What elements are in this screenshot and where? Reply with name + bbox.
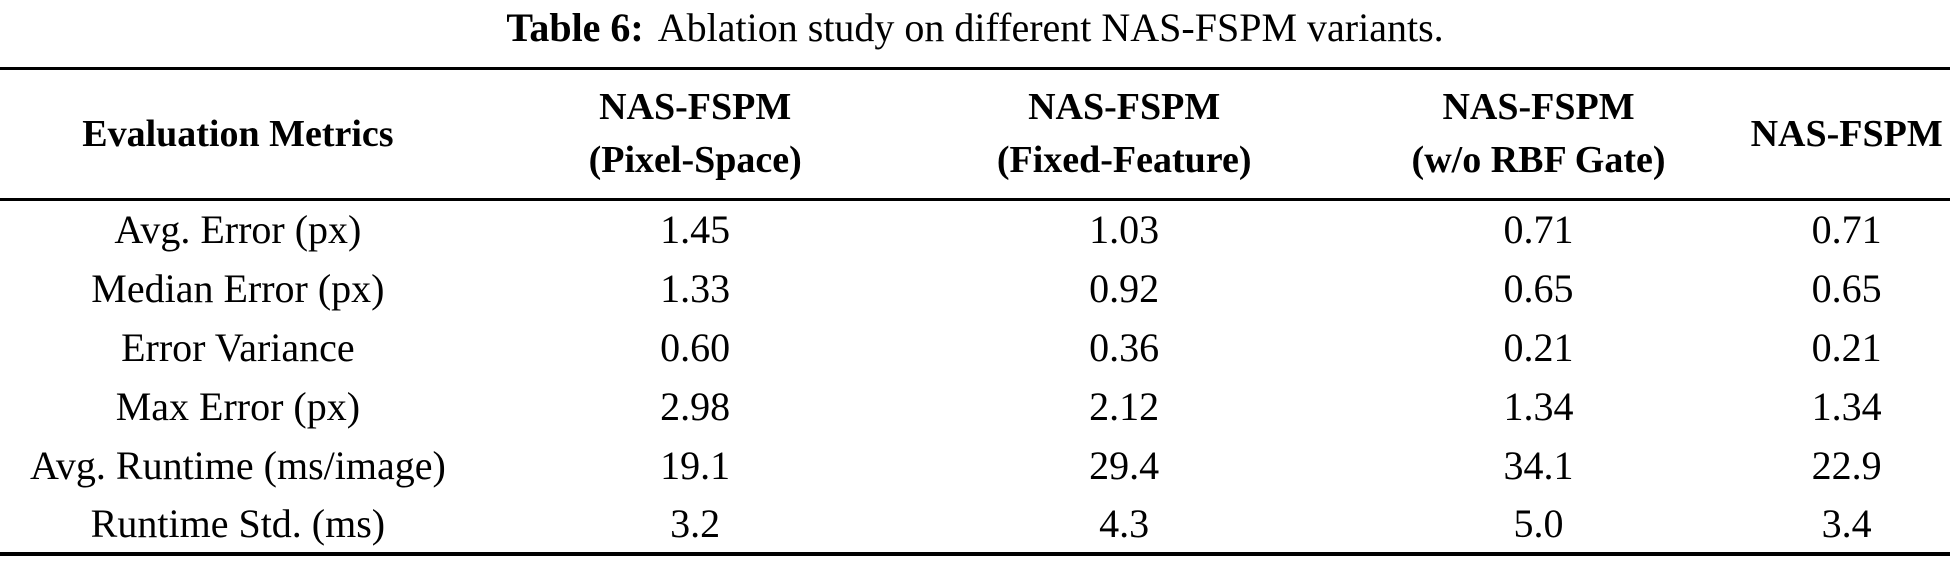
cell-value: 2.98 xyxy=(660,383,731,429)
col-header-line2: (Fixed-Feature) xyxy=(996,139,1252,181)
cell-value: 0.65 xyxy=(1503,265,1574,311)
table-row: Error Variance 0.60 0.36 0.21 0.21 xyxy=(0,318,1950,377)
cell-value: 0.21 xyxy=(1503,324,1574,370)
col-header-nas-fspm: NAS-FSPM xyxy=(1743,68,1950,201)
table-row: Avg. Error (px) 1.45 1.03 0.71 0.71 xyxy=(0,200,1950,259)
metric-label: Error Variance xyxy=(121,324,355,370)
table-header: Evaluation Metrics NAS-FSPM (Pixel-Space… xyxy=(0,68,1950,201)
table-caption: Table 6: Ablation study on different NAS-… xyxy=(0,0,1950,67)
col-header-line1: NAS-FSPM xyxy=(1442,86,1635,128)
table-caption-text: Ablation study on different NAS-FSPM var… xyxy=(657,5,1444,50)
col-header-line1: NAS-FSPM xyxy=(1750,112,1943,155)
col-header-pixel-space: NAS-FSPM (Pixel-Space) xyxy=(475,68,915,201)
ablation-table: Evaluation Metrics NAS-FSPM (Pixel-Space… xyxy=(0,67,1950,556)
table-body: Avg. Error (px) 1.45 1.03 0.71 0.71 Medi… xyxy=(0,200,1950,554)
metric-label: Runtime Std. (ms) xyxy=(90,500,386,546)
metric-label: Median Error (px) xyxy=(91,265,385,311)
table-caption-label: Table 6: xyxy=(506,5,644,50)
col-header-fixed-feature: NAS-FSPM (Fixed-Feature) xyxy=(914,68,1334,201)
table-row: Median Error (px) 1.33 0.92 0.65 0.65 xyxy=(0,259,1950,318)
col-header-line1: Evaluation Metrics xyxy=(82,112,394,155)
cell-value: 1.45 xyxy=(660,207,731,253)
col-header-wo-rbf-gate: NAS-FSPM (w/o RBF Gate) xyxy=(1333,68,1744,201)
cell-value: 1.34 xyxy=(1811,383,1882,429)
metric-label: Avg. Runtime (ms/image) xyxy=(29,442,446,488)
metric-label: Avg. Error (px) xyxy=(114,207,362,253)
cell-value: 5.0 xyxy=(1513,500,1564,546)
header-row: Evaluation Metrics NAS-FSPM (Pixel-Space… xyxy=(0,68,1950,201)
cell-value: 29.4 xyxy=(1089,442,1160,488)
col-header-line1: NAS-FSPM xyxy=(599,86,792,128)
cell-value: 0.92 xyxy=(1089,265,1160,311)
cell-value: 3.2 xyxy=(670,500,721,546)
cell-value: 0.71 xyxy=(1811,207,1882,253)
table-row: Runtime Std. (ms) 3.2 4.3 5.0 3.4 xyxy=(0,495,1950,554)
cell-value: 3.4 xyxy=(1821,500,1872,546)
table-row: Max Error (px) 2.98 2.12 1.34 1.34 xyxy=(0,377,1950,436)
col-header-line2: (w/o RBF Gate) xyxy=(1411,139,1666,181)
cell-value: 1.34 xyxy=(1503,383,1574,429)
cell-value: 1.03 xyxy=(1089,207,1160,253)
cell-value: 0.71 xyxy=(1503,207,1574,253)
cell-value: 0.36 xyxy=(1089,324,1160,370)
table-row: Avg. Runtime (ms/image) 19.1 29.4 34.1 2… xyxy=(0,436,1950,495)
col-header-evaluation-metrics: Evaluation Metrics xyxy=(0,68,476,201)
col-header-line1: NAS-FSPM xyxy=(1028,86,1221,128)
metric-label: Max Error (px) xyxy=(115,383,361,429)
cell-value: 1.33 xyxy=(660,265,731,311)
cell-value: 34.1 xyxy=(1503,442,1574,488)
cell-value: 0.65 xyxy=(1811,265,1882,311)
cell-value: 0.60 xyxy=(660,324,731,370)
cell-value: 2.12 xyxy=(1089,383,1160,429)
cell-value: 22.9 xyxy=(1811,442,1882,488)
cell-value: 0.21 xyxy=(1811,324,1882,370)
cell-value: 4.3 xyxy=(1099,500,1150,546)
col-header-line2: (Pixel-Space) xyxy=(588,139,802,181)
cell-value: 19.1 xyxy=(660,442,731,488)
